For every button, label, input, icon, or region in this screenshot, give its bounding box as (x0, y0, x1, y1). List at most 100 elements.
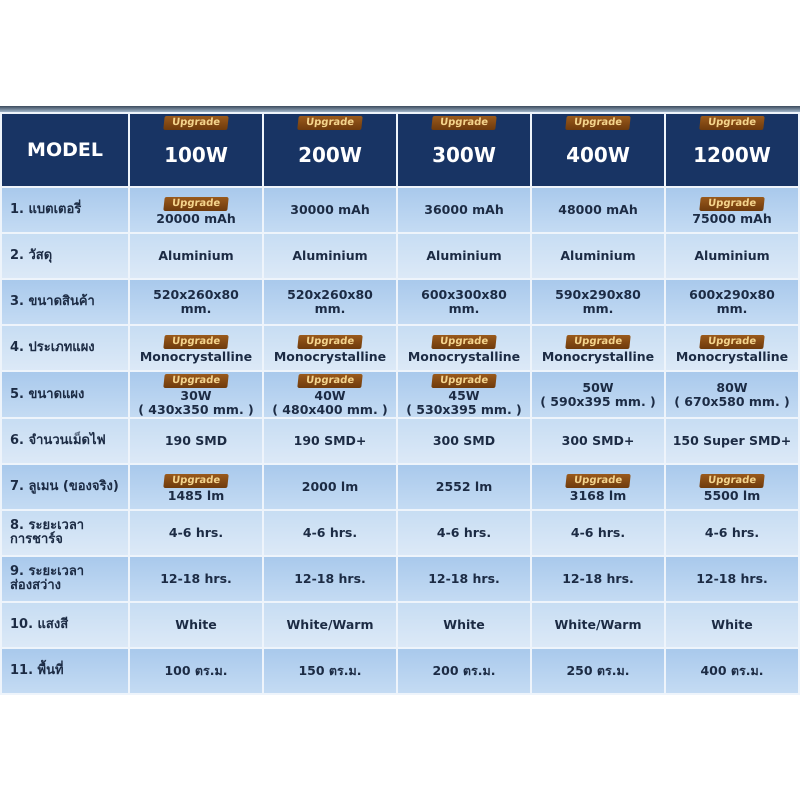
row-label: 4. ประเภทแผง (0, 324, 130, 372)
model-name: 200W (298, 143, 362, 167)
cell-value: 520x260x80 mm. (287, 287, 373, 316)
table-cell: White/Warm (530, 601, 666, 649)
table-cell: 2000 lm (262, 463, 398, 511)
upgrade-badge: Upgrade (163, 473, 229, 488)
cell-value: 150 ตร.ม. (298, 663, 362, 678)
cell-value: White (443, 617, 485, 632)
table-cell: 190 SMD+ (262, 417, 398, 465)
cell-value: 520x260x80 mm. (153, 287, 239, 316)
cell-value: 36000 mAh (424, 202, 504, 217)
upgrade-badge: Upgrade (699, 473, 765, 488)
table-cell: 400 ตร.ม. (664, 647, 800, 695)
row-label: 5. ขนาดแผง (0, 370, 130, 419)
table-cell: Upgrade Monocrystalline (396, 324, 532, 372)
table-cell: 4-6 hrs. (262, 509, 398, 557)
table-cell: 12-18 hrs. (396, 555, 532, 603)
table-cell: 36000 mAh (396, 186, 532, 234)
table-cell: 300 SMD (396, 417, 532, 465)
table-cell: 4-6 hrs. (128, 509, 264, 557)
table-cell: 300 SMD+ (530, 417, 666, 465)
cell-value: 50W ( 590x395 mm. ) (540, 379, 656, 409)
table-cell: 150 Super SMD+ (664, 417, 800, 465)
table-row: 2. วัสดุ Aluminium Aluminium Aluminium Alumi… (0, 232, 800, 280)
row-label: 7. ลูเมน (ของจริง) (0, 463, 130, 511)
table-cell: Upgrade 20000 mAh (128, 186, 264, 234)
cell-value: 75000 mAh (692, 210, 772, 226)
cell-value: 200 ตร.ม. (432, 663, 496, 678)
table-cell: Upgrade Monocrystalline (664, 324, 800, 372)
table-cell: 590x290x80 mm. (530, 278, 666, 326)
table-cell: 4-6 hrs. (530, 509, 666, 557)
cell-value: 12-18 hrs. (428, 571, 500, 586)
table-row: 4. ประเภทแผง Upgrade Monocrystalline Upgrad… (0, 324, 800, 372)
table-cell: 80W ( 670x580 mm. ) (664, 370, 800, 419)
table-cell: Upgrade 1485 lm (128, 463, 264, 511)
cell-value: 300 SMD+ (561, 433, 635, 448)
cell-value: 100 ตร.ม. (164, 663, 228, 678)
table-cell: Upgrade 5500 lm (664, 463, 800, 511)
upgrade-badge: Upgrade (431, 334, 497, 349)
row-label: 8. ระยะเวลา การชาร์จ (0, 509, 130, 557)
cell-value: 4-6 hrs. (704, 525, 760, 540)
row-label: 11. พื้นที่ (0, 647, 130, 695)
cell-value: Aluminium (158, 248, 234, 263)
upgrade-badge: Upgrade (565, 334, 631, 349)
model-name: 1200W (693, 143, 771, 167)
table-cell: 50W ( 590x395 mm. ) (530, 370, 666, 419)
table-cell: 48000 mAh (530, 186, 666, 234)
cell-value: 40W ( 480x400 mm. ) (272, 388, 388, 417)
upgrade-badge: Upgrade (431, 116, 497, 130)
table-cell: 12-18 hrs. (664, 555, 800, 603)
cell-value: 150 Super SMD+ (672, 433, 792, 448)
table-cell: Upgrade 30W ( 430x350 mm. ) (128, 370, 264, 419)
table-cell: White/Warm (262, 601, 398, 649)
cell-value: 30W ( 430x350 mm. ) (138, 388, 254, 417)
model-column-header: Upgrade 100W (128, 112, 264, 188)
table-cell: Aluminium (664, 232, 800, 280)
cell-value: Aluminium (292, 248, 368, 263)
cell-value: 400 ตร.ม. (700, 663, 764, 678)
cell-value: 4-6 hrs. (168, 525, 224, 540)
table-cell: White (396, 601, 532, 649)
model-name: 400W (566, 143, 630, 167)
upgrade-badge: Upgrade (163, 116, 229, 130)
upgrade-badge: Upgrade (565, 473, 631, 488)
model-column-header: Upgrade 200W (262, 112, 398, 188)
upgrade-badge: Upgrade (297, 374, 363, 388)
table-cell: Upgrade Monocrystalline (262, 324, 398, 372)
table-cell: 4-6 hrs. (664, 509, 800, 557)
model-name: 300W (432, 143, 496, 167)
table-cell: 12-18 hrs. (262, 555, 398, 603)
header-row: MODEL Upgrade 100W Upgrade 200W Upgrade 300W U… (0, 112, 800, 188)
table-cell: 520x260x80 mm. (128, 278, 264, 326)
upgrade-badge: Upgrade (163, 374, 229, 388)
cell-value: 12-18 hrs. (160, 571, 232, 586)
cell-value: 80W ( 670x580 mm. ) (674, 379, 790, 409)
table-cell: 2552 lm (396, 463, 532, 511)
table-cell: White (664, 601, 800, 649)
table-cell: 4-6 hrs. (396, 509, 532, 557)
cell-value: 190 SMD+ (293, 433, 367, 448)
table-row: 1. แบตเตอรี่ Upgrade 20000 mAh 30000 mAh 360… (0, 186, 800, 234)
table-cell: Upgrade 3168 lm (530, 463, 666, 511)
cell-value: White (711, 617, 753, 632)
row-label: 1. แบตเตอรี่ (0, 186, 130, 234)
cell-value: 590x290x80 mm. (555, 287, 641, 316)
table-cell: 520x260x80 mm. (262, 278, 398, 326)
cell-value: Aluminium (560, 248, 636, 263)
cell-value: 600x290x80 mm. (689, 287, 775, 316)
cell-value: 3168 lm (569, 487, 627, 503)
row-label: 2. วัสดุ (0, 232, 130, 280)
upgrade-badge: Upgrade (699, 334, 765, 349)
table-cell: Upgrade Monocrystalline (128, 324, 264, 372)
cell-value: 300 SMD (432, 433, 496, 448)
table-cell: Upgrade Monocrystalline (530, 324, 666, 372)
upgrade-badge: Upgrade (431, 374, 497, 388)
table-cell: Upgrade 75000 mAh (664, 186, 800, 234)
cell-value: 250 ตร.ม. (566, 663, 630, 678)
cell-value: 600x300x80 mm. (421, 287, 507, 316)
row-label: 10. แสงสี (0, 601, 130, 649)
cell-value: Monocrystalline (407, 348, 521, 364)
upgrade-badge: Upgrade (163, 196, 229, 211)
table-cell: Aluminium (396, 232, 532, 280)
